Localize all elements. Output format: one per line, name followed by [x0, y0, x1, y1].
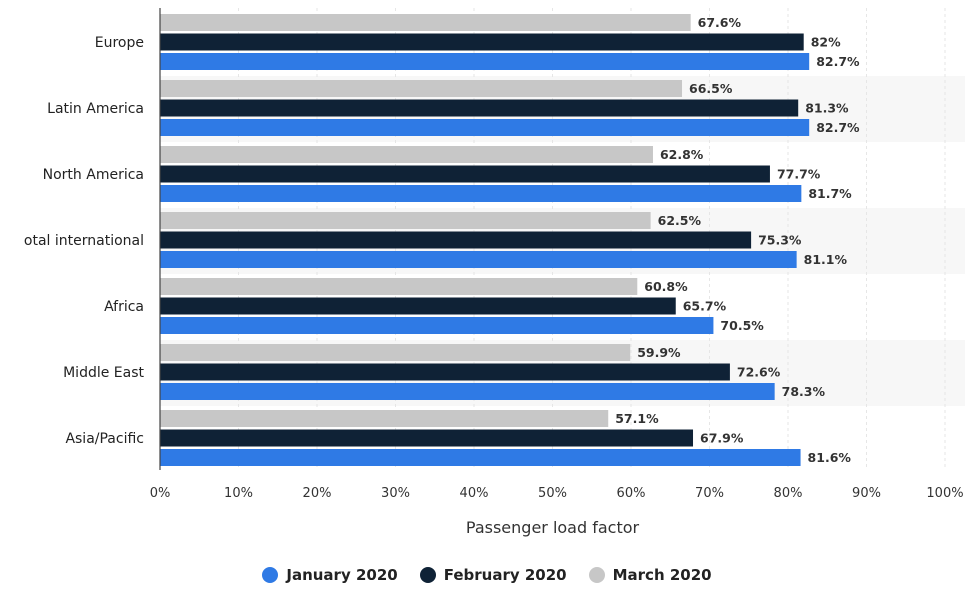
- category-label: Middle East: [63, 365, 144, 381]
- bar: [160, 363, 730, 381]
- data-label: 72.6%: [737, 365, 781, 380]
- x-tick-label: 80%: [774, 486, 803, 501]
- data-label: 82%: [811, 35, 841, 50]
- bar: [160, 231, 752, 249]
- legend-item-february[interactable]: February 2020: [419, 566, 567, 584]
- data-label: 77.7%: [777, 167, 821, 182]
- category-label: Europe: [95, 35, 144, 51]
- bar: [160, 165, 770, 183]
- bar: [160, 119, 810, 136]
- x-tick-label: 0%: [150, 486, 171, 501]
- data-label: 82.7%: [816, 54, 860, 69]
- data-label: 81.1%: [804, 252, 848, 267]
- data-label: 75.3%: [758, 233, 802, 248]
- data-label: 81.7%: [808, 186, 852, 201]
- category-label: Asia/Pacific: [65, 431, 144, 447]
- category-label: Latin America: [47, 101, 144, 117]
- x-tick-label: 30%: [381, 486, 410, 501]
- data-label: 66.5%: [689, 81, 733, 96]
- x-axis-title: Passenger load factor: [466, 518, 640, 537]
- bar: [160, 429, 694, 447]
- bar: [160, 212, 651, 229]
- x-tick-label: 50%: [538, 486, 567, 501]
- data-label: 81.3%: [805, 101, 849, 116]
- x-tick-label: 10%: [224, 486, 253, 501]
- bar: [160, 383, 775, 400]
- bar: [160, 410, 609, 427]
- data-label: 57.1%: [615, 411, 659, 426]
- bar: [160, 278, 638, 295]
- data-label: 82.7%: [816, 120, 860, 135]
- legend-label-march: March 2020: [612, 566, 712, 584]
- bar-chart: 67.6% 82% 82.7% Europe 66.5% 81.3% 82.7% Latin …: [24, 8, 965, 537]
- bar: [160, 146, 653, 163]
- data-label: 62.5%: [658, 213, 702, 228]
- bar: [160, 251, 797, 268]
- bar: [160, 80, 683, 97]
- data-label: 67.6%: [698, 15, 742, 30]
- data-label: 81.6%: [808, 450, 852, 465]
- legend-swatch-march: [588, 567, 605, 583]
- legend-item-january[interactable]: January 2020: [262, 566, 398, 584]
- data-label: 60.8%: [644, 279, 688, 294]
- bar: [160, 14, 691, 31]
- category-label: otal international: [24, 233, 144, 249]
- x-tick-label: 40%: [460, 486, 489, 501]
- data-label: 62.8%: [660, 147, 704, 162]
- legend: January 2020 February 2020 March 2020: [0, 566, 974, 584]
- x-tick-label: 90%: [852, 486, 881, 501]
- bar: [160, 33, 804, 51]
- category-label: Africa: [104, 299, 144, 315]
- x-tick-label: 70%: [695, 486, 724, 501]
- x-tick-label: 20%: [303, 486, 332, 501]
- bar: [160, 297, 676, 315]
- data-label: 67.9%: [700, 431, 744, 446]
- legend-swatch-january: [262, 567, 279, 583]
- legend-label-january: January 2020: [286, 566, 398, 584]
- bar: [160, 185, 802, 202]
- legend-swatch-february: [419, 567, 436, 583]
- data-label: 70.5%: [720, 318, 764, 333]
- data-label: 65.7%: [683, 299, 727, 314]
- bar: [160, 317, 714, 334]
- legend-label-february: February 2020: [443, 566, 567, 584]
- legend-item-march[interactable]: March 2020: [588, 566, 712, 584]
- data-label: 59.9%: [637, 345, 681, 360]
- bar: [160, 99, 799, 117]
- category-label: North America: [43, 167, 144, 183]
- bar: [160, 344, 631, 361]
- x-tick-label: 100%: [926, 486, 963, 501]
- bar: [160, 449, 801, 466]
- bar: [160, 53, 810, 70]
- x-tick-label: 60%: [617, 486, 646, 501]
- data-label: 78.3%: [782, 384, 826, 399]
